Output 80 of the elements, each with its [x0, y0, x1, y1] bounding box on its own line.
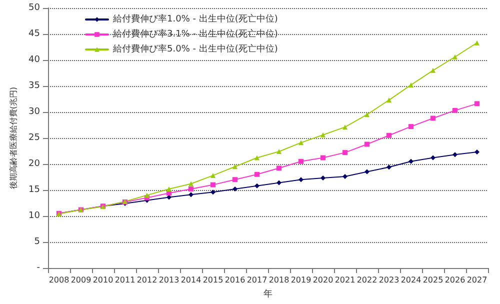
x-tick-label: 2013 — [158, 276, 180, 284]
point — [210, 190, 216, 195]
point — [452, 108, 458, 113]
point — [386, 132, 392, 138]
x-tick-label: 2027 — [466, 276, 488, 284]
point — [452, 152, 458, 158]
point — [364, 169, 370, 174]
point — [276, 149, 282, 154]
point — [408, 124, 414, 130]
x-tick-label: 2024 — [400, 276, 422, 284]
legend-label: 給付費伸び率3.1% - 出生中位(死亡中位) — [112, 28, 278, 40]
x-tick-label: 2014 — [180, 276, 202, 284]
point — [254, 155, 260, 160]
y-tick-label: 50 — [28, 3, 40, 13]
point — [188, 192, 194, 198]
x-tick-label: 2011 — [114, 276, 136, 284]
point — [342, 150, 348, 156]
point — [144, 192, 150, 198]
x-tick-label: 2018 — [268, 276, 290, 284]
point — [232, 164, 238, 170]
point — [254, 172, 260, 177]
x-tick-label: 2008 — [48, 276, 70, 284]
x-tick-label: 2009 — [70, 276, 92, 284]
x-tick-label: 2015 — [202, 276, 224, 284]
point — [474, 40, 480, 46]
point — [474, 150, 480, 155]
point — [342, 174, 348, 179]
x-tick-label: 2026 — [444, 276, 466, 284]
point — [166, 186, 172, 192]
y-tick-label: 45 — [28, 29, 40, 39]
point — [254, 183, 260, 188]
y-axis-title: 後期高齢者医療給付費(兆円) — [9, 86, 18, 190]
x-tick-label: 2019 — [290, 276, 312, 284]
x-tick-label: 2012 — [136, 276, 158, 284]
point — [364, 112, 370, 118]
x-tick-label: 2023 — [378, 276, 400, 284]
point — [276, 180, 282, 186]
point — [320, 132, 326, 138]
point — [320, 155, 326, 160]
point — [430, 116, 436, 121]
point — [320, 176, 326, 181]
point — [298, 140, 304, 146]
point — [430, 155, 436, 160]
y-tick-label: 15 — [28, 185, 40, 195]
x-axis-title: 年 — [264, 288, 272, 300]
y-tick-label: 35 — [28, 81, 40, 91]
x-tick-label: 2021 — [334, 276, 356, 284]
x-tick-label: 2017 — [246, 276, 268, 284]
point — [188, 186, 194, 192]
y-tick-label: 25 — [28, 133, 40, 143]
legend-label: 給付費伸び率5.0% - 出生中位(死亡中位) — [112, 44, 278, 54]
point — [474, 101, 480, 106]
point — [210, 172, 216, 178]
point — [188, 181, 194, 186]
point — [298, 177, 304, 182]
y-tick-label: 30 — [28, 107, 40, 117]
legend-label: 給付費伸び率1.0% - 出生中位(死亡中位) — [112, 14, 278, 24]
point — [232, 186, 238, 192]
point — [298, 158, 304, 164]
y-tick-label: 10 — [28, 211, 40, 221]
x-tick-label: 2020 — [312, 276, 334, 284]
point — [232, 177, 238, 182]
point — [210, 182, 216, 188]
point — [408, 158, 414, 164]
y-tick-label: - — [36, 263, 40, 273]
point — [364, 142, 370, 147]
point — [452, 54, 458, 60]
point — [342, 124, 348, 130]
point — [430, 68, 436, 73]
x-tick-label: 2025 — [422, 276, 444, 284]
y-tick-label: 20 — [28, 159, 40, 169]
y-tick-label: 5 — [34, 237, 40, 247]
point — [386, 98, 392, 103]
point — [386, 164, 392, 170]
point — [408, 82, 414, 88]
x-tick-label: 2010 — [92, 276, 114, 284]
point — [276, 166, 282, 171]
y-tick-label: 40 — [28, 55, 40, 65]
x-tick-label: 2016 — [224, 276, 246, 284]
x-tick-label: 2022 — [356, 276, 378, 284]
